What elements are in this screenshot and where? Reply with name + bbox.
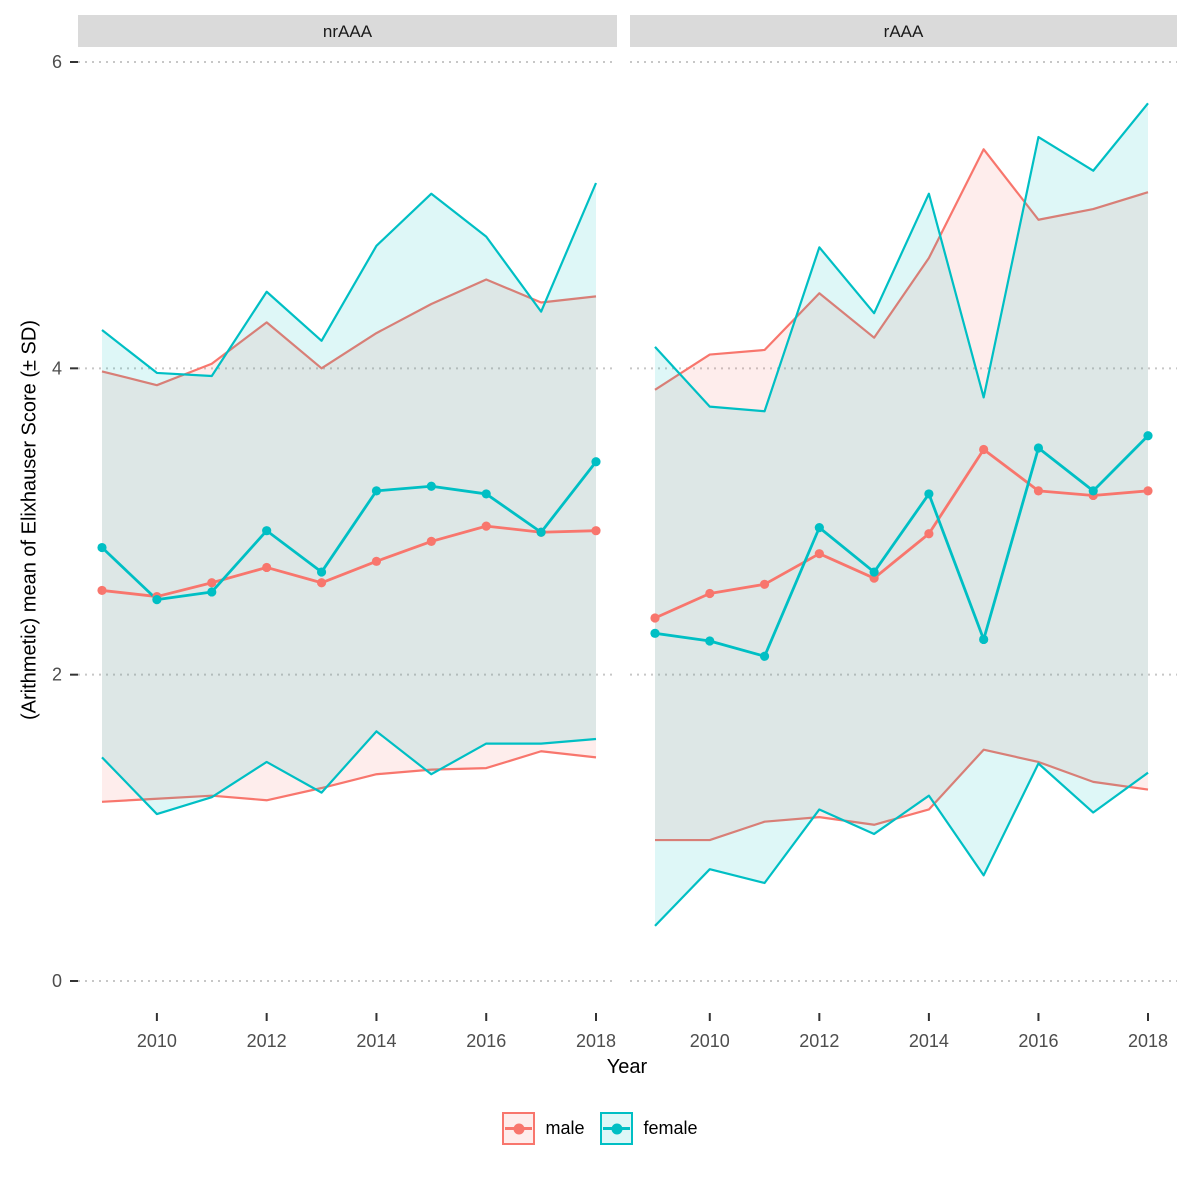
point-male-2015	[426, 536, 436, 547]
point-female-2018	[1143, 431, 1153, 441]
ribbon-lower-edge-female	[654, 762, 1149, 927]
y-axis-title: (Arithmetic) mean of Elixhauser Score (±…	[18, 320, 41, 720]
legend-item-male: male	[502, 1112, 584, 1145]
point-female-2012	[262, 526, 272, 536]
point-female-2009	[97, 542, 107, 553]
point-male-2012	[814, 549, 824, 559]
y-tick-label-4: 4	[52, 358, 62, 378]
point-female-2017	[1088, 486, 1098, 496]
point-male-2014	[924, 529, 934, 539]
point-male-2014	[371, 556, 382, 566]
point-female-2015	[426, 481, 436, 491]
ribbon-lower-edge-female	[101, 730, 597, 816]
legend-key-female-icon	[600, 1112, 634, 1145]
point-male-2011	[759, 579, 770, 589]
plot-svg: nrAAA 2010 2012 2014 2016 2018 rAAA 2010 2012 201…	[52, 15, 1177, 1051]
point-female-2014	[924, 489, 934, 499]
x-tick-label-2014: 2014	[356, 1031, 396, 1051]
ribbon-male	[102, 279, 597, 802]
x-tick-label-2016: 2016	[1018, 1031, 1058, 1051]
ribbon-lower-edge-male	[655, 748, 1149, 842]
legend: male female	[0, 1112, 1200, 1145]
facet-strip-label-nraaa: nrAAA	[323, 22, 373, 41]
ribbon-upper-edge-female	[101, 182, 598, 378]
legend-label-female: female	[643, 1118, 698, 1138]
point-female-2018	[591, 457, 601, 467]
mean-line-male	[654, 448, 1149, 620]
point-female-2012	[814, 523, 824, 533]
point-female-2016	[1033, 443, 1044, 453]
ribbon-male	[655, 149, 1149, 841]
facet-strip-raaa	[630, 15, 1177, 47]
point-female-2010	[152, 595, 162, 605]
x-tick-label-2016: 2016	[466, 1031, 506, 1051]
x-tick-label-2018: 2018	[1128, 1031, 1168, 1051]
point-male-2012	[262, 562, 272, 573]
point-male-2009	[97, 585, 107, 596]
y-tick-label-6: 6	[52, 52, 62, 72]
y-tick-label-0: 0	[52, 971, 62, 991]
point-male-2009	[650, 613, 660, 623]
point-male-2018	[1143, 486, 1153, 496]
y-tick-label-2: 2	[52, 665, 62, 685]
point-female-2011	[207, 587, 217, 597]
legend-label-male: male	[545, 1118, 585, 1138]
point-male-2018	[591, 526, 601, 536]
point-male-2015	[979, 444, 989, 455]
x-tick-label-2012: 2012	[247, 1031, 287, 1051]
facet-strip-label-raaa: rAAA	[884, 22, 924, 41]
point-female-2015	[979, 634, 989, 645]
ribbon-lower-edge-male	[101, 750, 597, 803]
point-male-2016	[481, 521, 491, 531]
point-male-2010	[705, 588, 715, 599]
x-tick-label-2014: 2014	[909, 1031, 949, 1051]
ribbon-female	[102, 183, 597, 815]
x-tick-label-2012: 2012	[799, 1031, 839, 1051]
point-male-2016	[1033, 486, 1044, 496]
point-male-2013	[316, 578, 327, 588]
mean-line-male	[101, 524, 597, 598]
point-female-2017	[536, 527, 546, 537]
point-female-2016	[481, 489, 491, 499]
facet-strip-nraaa	[78, 15, 617, 47]
ribbon-upper-edge-male	[654, 148, 1149, 391]
x-axis-title: Year	[606, 1056, 648, 1078]
legend-item-female: female	[600, 1112, 698, 1145]
point-female-2010	[705, 636, 715, 646]
x-tick-label-2010: 2010	[137, 1031, 177, 1051]
point-female-2009	[650, 628, 660, 638]
point-female-2011	[759, 651, 770, 661]
point-female-2013	[869, 567, 879, 577]
x-tick-label-2018: 2018	[576, 1031, 616, 1051]
x-tick-label-2010: 2010	[690, 1031, 730, 1051]
mean-line-female	[654, 434, 1149, 658]
ribbon-upper-edge-female	[654, 102, 1149, 413]
point-female-2013	[316, 567, 327, 577]
point-male-2011	[207, 578, 217, 588]
legend-key-male-icon	[502, 1112, 536, 1145]
point-female-2014	[371, 486, 382, 496]
mean-line-female	[101, 460, 598, 602]
ribbon-female	[655, 103, 1149, 926]
